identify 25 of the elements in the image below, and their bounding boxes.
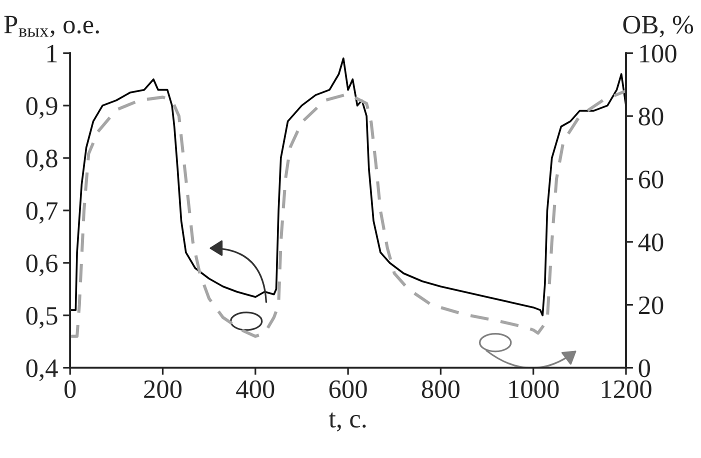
x-tick-label: 400	[236, 380, 274, 398]
line-series	[70, 89, 626, 338]
x-axis-title: t, с.	[328, 412, 366, 432]
x-tick-label: 200	[144, 380, 182, 398]
y-tick-label: 0,8	[26, 150, 58, 172]
y2-tick-label: 20	[638, 296, 664, 314]
y2-axis-title: ОВ, %	[623, 16, 694, 38]
y2-tick-label: 60	[638, 170, 664, 188]
y-tick-label: 0,5	[26, 306, 58, 329]
y-tick-label: 0,7	[26, 202, 58, 224]
y-tick-label: 0,9	[26, 97, 58, 119]
x-tick-label: 1000	[509, 380, 559, 398]
y-tick-label: 0,4	[26, 359, 58, 381]
x-tick-label: 1200	[602, 380, 652, 398]
y-tick-label: 1	[47, 44, 57, 62]
y-tick-label: 0,6	[26, 254, 58, 276]
line-series	[70, 57, 626, 316]
x-tick-label: 600	[329, 380, 367, 398]
x-tick-label: 800	[422, 380, 460, 398]
y2-tick-label: 100	[640, 44, 676, 63]
y2-tick-label: 0	[638, 359, 650, 378]
y2-tick-label: 80	[638, 108, 664, 126]
y-axis-title: P$_{вых}$, о.е.	[4, 16, 99, 38]
x-tick-label: 0	[64, 380, 76, 398]
y2-tick-label: 40	[638, 234, 664, 252]
